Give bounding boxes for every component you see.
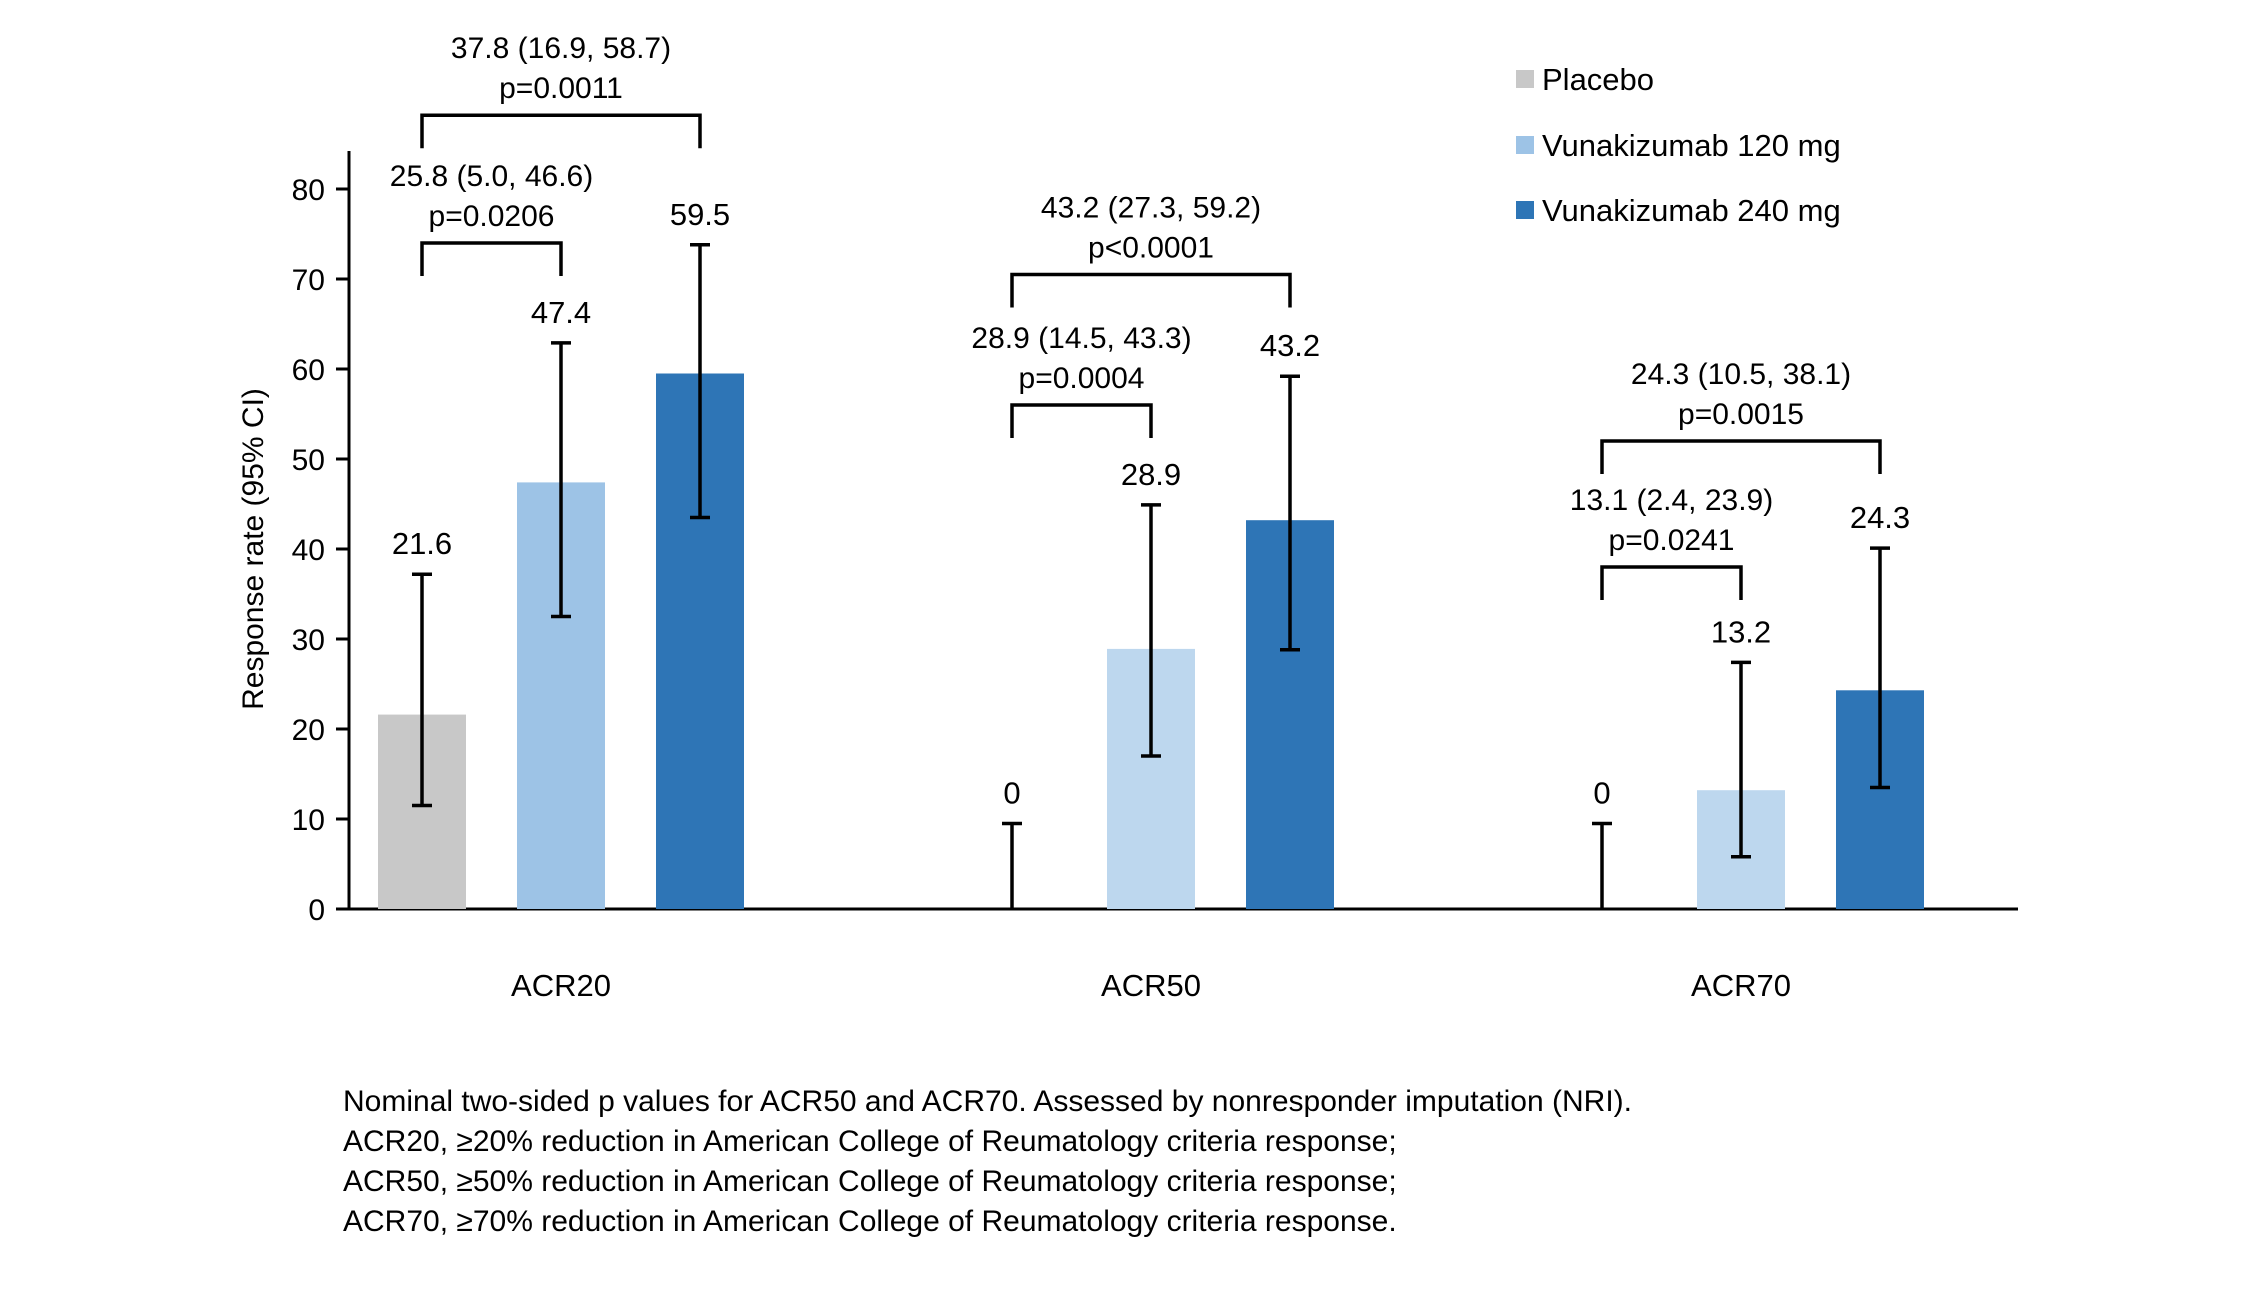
category-label: ACR20 — [511, 968, 611, 1003]
data-label: 43.2 — [1260, 328, 1320, 363]
comparison-estimate: 28.9 (14.5, 43.3) — [971, 322, 1191, 355]
footnote-line: Nominal two-sided p values for ACR50 and… — [343, 1085, 1632, 1118]
comparison-bracket — [1600, 565, 1743, 600]
comparison-pvalue: p=0.0011 — [499, 72, 623, 105]
comparison-pvalue: p=0.0004 — [1019, 362, 1145, 395]
y-tick-label: 20 — [292, 714, 325, 747]
legend-label: Vunakizumab 240 mg — [1542, 193, 1841, 228]
comparison-estimate: 25.8 (5.0, 46.6) — [390, 160, 593, 193]
comparison-estimate: 37.8 (16.9, 58.7) — [451, 32, 671, 65]
y-tick-label: 60 — [292, 354, 325, 387]
comparison-estimate: 43.2 (27.3, 59.2) — [1041, 192, 1261, 225]
y-axis-label: Response rate (95% CI) — [237, 388, 270, 710]
data-label: 0 — [1593, 776, 1610, 811]
data-label: 13.2 — [1711, 614, 1771, 649]
y-tick-label: 40 — [292, 534, 325, 567]
acr-response-chart: 0 10 20 30 40 50 60 70 80 Response rate (95% CI) A… — [237, 32, 2018, 1003]
legend-swatch — [1516, 136, 1534, 154]
y-tick-label: 10 — [292, 804, 325, 837]
y-tick-label: 80 — [292, 174, 325, 207]
footnote-line: ACR50, ≥50% reduction in American Colleg… — [343, 1165, 1397, 1198]
comparison-bracket — [420, 113, 702, 149]
legend-label: Vunakizumab 120 mg — [1542, 128, 1841, 163]
category-label: ACR70 — [1691, 968, 1791, 1003]
legend-swatch — [1516, 70, 1534, 88]
data-label: 0 — [1003, 776, 1020, 811]
data-label: 47.4 — [531, 295, 591, 330]
comparison-pvalue: p=0.0015 — [1678, 398, 1804, 431]
y-tick-label: 70 — [292, 264, 325, 297]
comparison-pvalue: p=0.0206 — [429, 200, 555, 233]
comparison-bracket — [1010, 403, 1153, 438]
y-tick-label: 50 — [292, 444, 325, 477]
data-label: 21.6 — [392, 526, 452, 561]
comparison-bracket — [1010, 272, 1292, 308]
y-tick-label: 0 — [308, 894, 325, 927]
data-label: 28.9 — [1121, 457, 1181, 492]
legend-label: Placebo — [1542, 62, 1654, 97]
comparison-pvalue: p<0.0001 — [1088, 232, 1214, 265]
comparison-estimate: 24.3 (10.5, 38.1) — [1631, 358, 1851, 391]
footnote-line: ACR20, ≥20% reduction in American Colleg… — [343, 1125, 1397, 1158]
data-label: 59.5 — [670, 197, 730, 232]
comparison-bracket — [420, 241, 563, 276]
comparison-estimate: 13.1 (2.4, 23.9) — [1570, 484, 1773, 517]
comparison-bracket — [1600, 439, 1882, 474]
legend-swatch — [1516, 201, 1534, 219]
category-label: ACR50 — [1101, 968, 1201, 1003]
comparison-pvalue: p=0.0241 — [1609, 524, 1735, 557]
footnote-line: ACR70, ≥70% reduction in American Colleg… — [343, 1205, 1397, 1238]
data-label: 24.3 — [1850, 500, 1910, 535]
footnotes: Nominal two-sided p values for ACR50 and… — [343, 1082, 1632, 1242]
y-tick-label: 30 — [292, 624, 325, 657]
